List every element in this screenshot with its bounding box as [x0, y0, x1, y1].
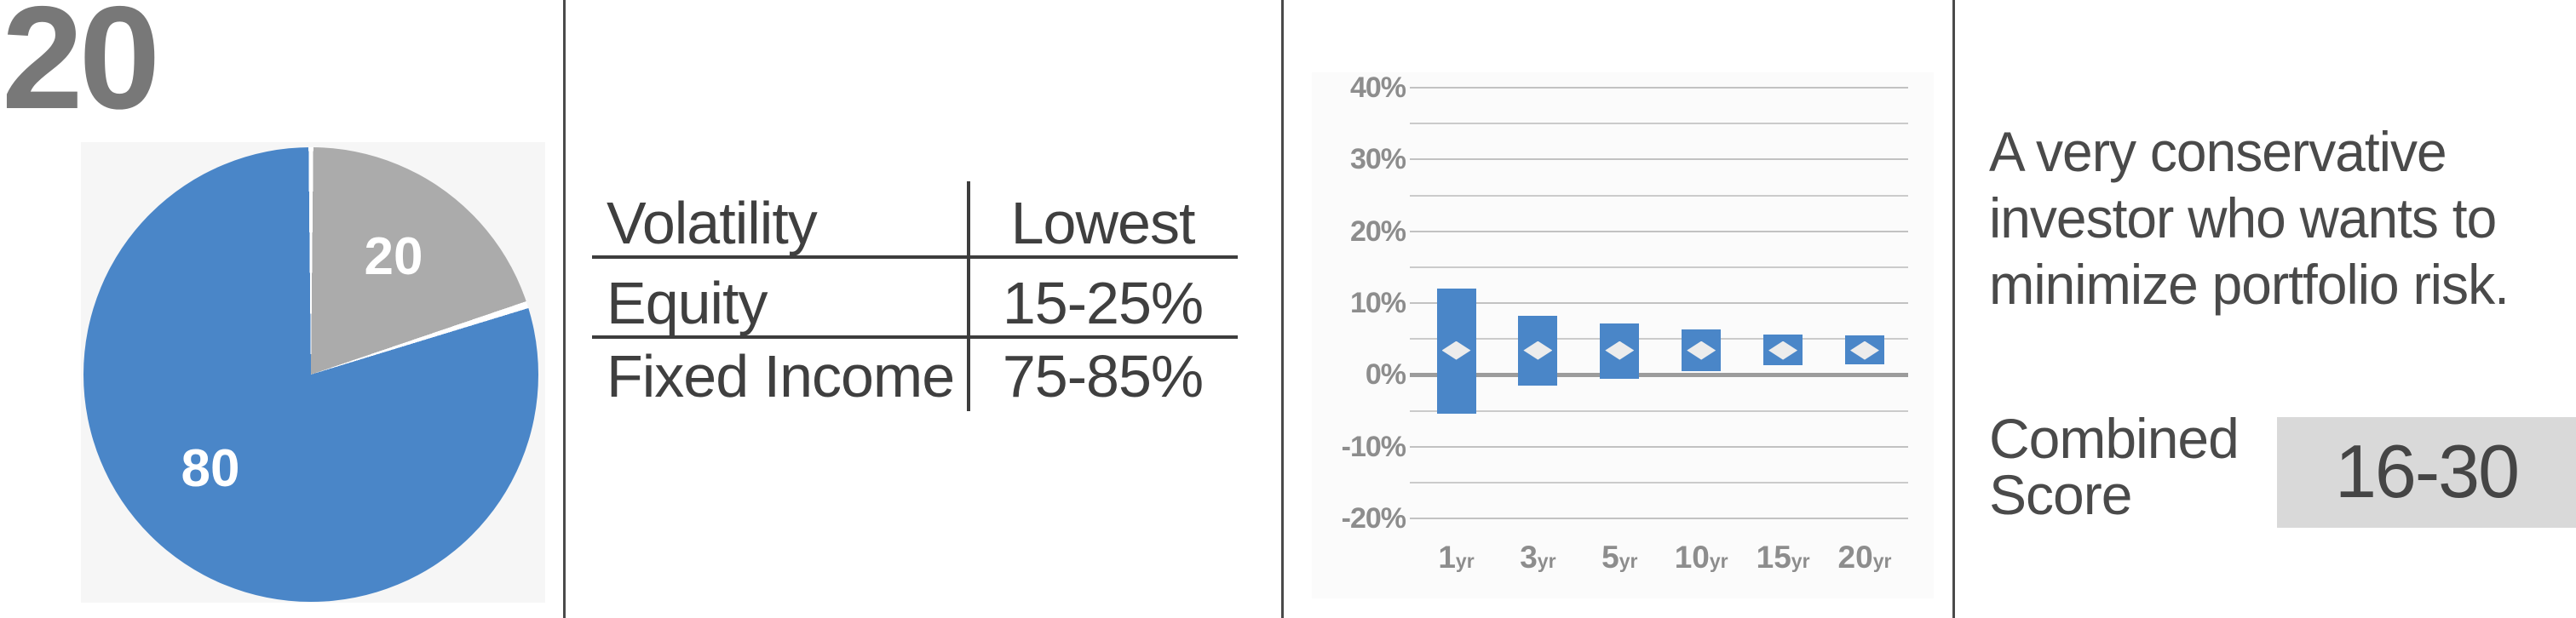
median-diamond-marker	[1768, 340, 1798, 360]
x-axis-tick-label: 15yr	[1756, 540, 1810, 575]
y-axis-tick-label: 0%	[1365, 358, 1406, 392]
pie-label-gray-slice: 20	[364, 227, 423, 286]
combined-score-value: 16-30	[2334, 429, 2520, 513]
minor-gridline	[1410, 409, 1908, 412]
median-diamond-marker	[1523, 340, 1553, 360]
minor-gridline	[1410, 194, 1908, 197]
y-axis-tick-label: 40%	[1349, 72, 1406, 104]
major-gridline	[1410, 302, 1908, 304]
risk-score-number: 20	[2, 0, 160, 140]
minor-gridline	[1410, 481, 1908, 484]
combined-score-label-line-1: Combined	[1989, 407, 2240, 470]
median-diamond-marker	[1441, 340, 1471, 360]
x-axis-tick-label: 20yr	[1837, 540, 1892, 575]
major-gridline	[1410, 230, 1908, 232]
table-header-volatility: Volatility	[607, 190, 818, 256]
table-cell-equity-range: 15-25%	[1002, 270, 1204, 336]
description-line-3: minimize portfolio risk.	[1989, 253, 2510, 316]
x-axis-tick-label: 10yr	[1674, 540, 1728, 575]
y-axis-tick-label: 10%	[1349, 287, 1406, 319]
divider-3	[1952, 0, 1955, 618]
combined-score-badge: 16-30	[2277, 417, 2576, 528]
table-cell-fixed-income-range: 75-85%	[1002, 343, 1204, 409]
median-diamond-marker	[1850, 340, 1879, 360]
y-axis-tick-label: -20%	[1341, 502, 1406, 535]
y-axis-tick-label: 30%	[1349, 143, 1406, 176]
median-diamond-marker	[1687, 340, 1716, 360]
median-diamond-marker	[1605, 340, 1635, 360]
major-gridline	[1410, 518, 1908, 519]
zero-axis-line	[1410, 372, 1908, 377]
minor-gridline	[1410, 123, 1908, 125]
table-header-lowest: Lowest	[1010, 190, 1196, 256]
x-axis-tick-label: 3yr	[1520, 540, 1556, 575]
table-cell-fixed-income: Fixed Income	[607, 343, 955, 409]
major-gridline	[1410, 445, 1908, 448]
x-axis-tick-label: 5yr	[1601, 540, 1638, 575]
x-axis-tick-label: 1yr	[1438, 540, 1475, 575]
major-gridline	[1410, 87, 1908, 89]
pie-label-blue-slice: 80	[181, 439, 240, 498]
combined-score-label-line-2: Score	[1989, 463, 2132, 526]
divider-1	[563, 0, 566, 618]
description-line-2: investor who wants to	[1989, 186, 2497, 249]
minor-gridline	[1410, 266, 1908, 268]
description-line-1: A very conservative	[1989, 120, 2447, 183]
allocation-pie-chart	[83, 147, 538, 602]
y-axis-tick-label: 20%	[1349, 215, 1406, 248]
y-axis-tick-label: -10%	[1341, 430, 1406, 463]
table-rule-2	[592, 335, 1238, 339]
table-cell-equity: Equity	[607, 270, 768, 336]
table-rule-1	[592, 255, 1238, 259]
minor-gridline	[1410, 338, 1908, 340]
table-column-divider	[967, 181, 970, 411]
major-gridline	[1410, 158, 1908, 161]
divider-2	[1281, 0, 1284, 618]
